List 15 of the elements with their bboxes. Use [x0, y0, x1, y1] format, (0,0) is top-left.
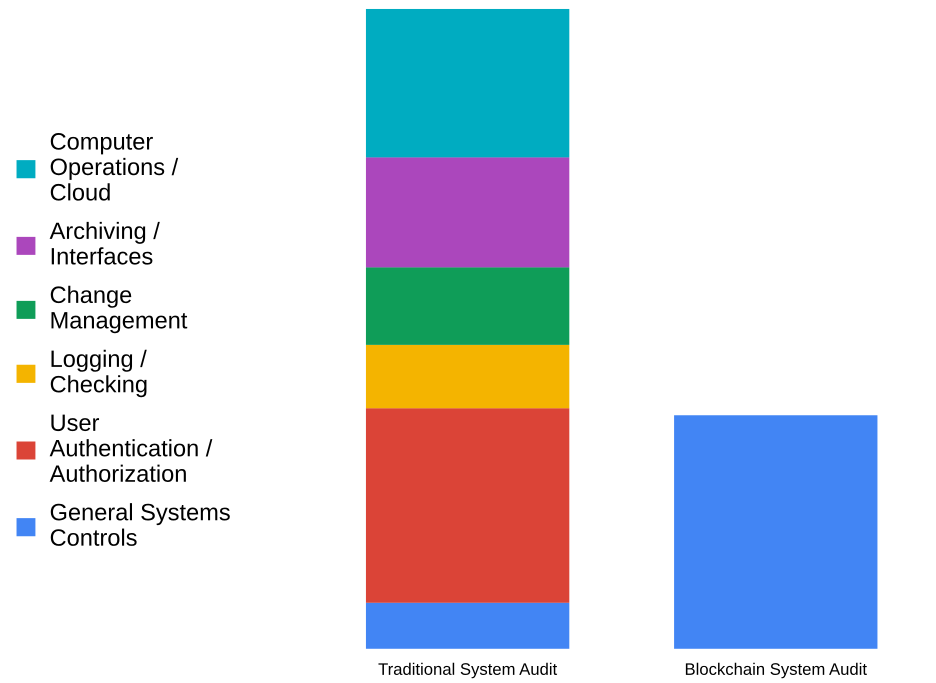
- legend-label: Computer Operations / Cloud: [50, 133, 178, 201]
- bar: [674, 415, 878, 649]
- x-tick-label: Traditional System Audit: [378, 662, 558, 678]
- legend-label: General Systems Controls: [50, 503, 230, 546]
- legend-label: Change Management: [50, 286, 188, 334]
- bar: [366, 344, 570, 408]
- legend-label: Logging / Checking: [50, 350, 147, 398]
- legend-label: User Authentication / Authorization: [50, 414, 212, 482]
- bar: [366, 267, 570, 345]
- bar: [366, 408, 570, 603]
- bar: [366, 8, 570, 158]
- x-tick-label: Blockchain System Audit: [686, 662, 867, 678]
- legend-label: Archiving / Interfaces: [50, 222, 160, 265]
- bar: [366, 602, 570, 649]
- bar: [366, 157, 570, 268]
